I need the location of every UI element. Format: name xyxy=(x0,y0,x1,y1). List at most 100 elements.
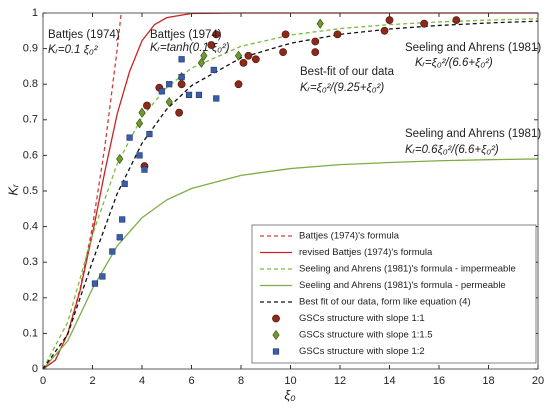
y-tick-label: 1 xyxy=(32,7,38,19)
marker-circle xyxy=(420,19,429,28)
x-tick-label: 18 xyxy=(482,375,494,387)
y-axis-label: Kᵣ xyxy=(5,184,20,196)
legend-label: Seeling and Ahrens (1981)'s formula - pe… xyxy=(299,280,506,291)
legend-entry: Seeling and Ahrens (1981)'s formula - im… xyxy=(260,264,516,275)
marker-square xyxy=(121,180,128,187)
marker-square xyxy=(213,95,220,102)
y-tick-label: 0.3 xyxy=(23,256,38,268)
marker-square xyxy=(195,91,203,98)
marker-circle xyxy=(311,48,320,57)
marker-circle xyxy=(175,108,184,117)
legend-entry: Best fit of our data, form like equation… xyxy=(260,297,471,308)
x-tick-label: 4 xyxy=(139,375,145,387)
annotation: Seeling and Ahrens (1981) xyxy=(405,42,541,54)
legend-label: GSCs structure with slope 1:2 xyxy=(299,346,425,357)
marker-square xyxy=(210,66,217,74)
legend-label: GSCs structure with slope 1:1.5 xyxy=(299,330,433,341)
x-tick-label: 14 xyxy=(383,375,395,387)
marker-circle xyxy=(452,16,461,25)
marker-circle xyxy=(311,37,320,46)
marker-circle xyxy=(385,16,394,25)
marker-circle xyxy=(380,26,389,35)
marker-diamond xyxy=(135,118,144,129)
annotation: Seeling and Ahrens (1981) xyxy=(405,128,541,140)
y-tick-label: 0.6 xyxy=(23,149,38,161)
annotation: Battjes (1974) xyxy=(150,29,222,41)
marker-circle xyxy=(279,48,287,57)
marker-diamond xyxy=(316,18,324,29)
marker-circle xyxy=(251,55,260,64)
y-tick-label: 0 xyxy=(32,363,38,375)
marker-square xyxy=(99,273,106,280)
x-axis-label: ξ₀ xyxy=(284,387,296,402)
x-tick-label: 8 xyxy=(238,375,244,387)
marker-circle xyxy=(143,101,151,110)
marker-square xyxy=(146,130,153,138)
marker-square xyxy=(126,134,133,141)
marker-circle xyxy=(239,58,248,67)
marker-square xyxy=(185,91,193,98)
marker-diamond xyxy=(138,107,146,118)
marker-circle xyxy=(333,30,342,39)
legend-entry: GSCs structure with slope 1:1.5 xyxy=(272,329,433,341)
marker-diamond xyxy=(272,329,280,341)
x-tick-label: 20 xyxy=(532,375,544,387)
marker-diamond xyxy=(234,50,243,61)
marker-square xyxy=(141,166,148,173)
marker-square xyxy=(109,248,116,255)
marker-circle xyxy=(234,80,243,89)
x-tick-label: 10 xyxy=(284,375,296,387)
y-tick-label: 0.4 xyxy=(23,221,38,233)
y-tick-label: 0.5 xyxy=(23,185,38,197)
legend-entry: Seeling and Ahrens (1981)'s formula - pe… xyxy=(260,280,506,291)
marker-square xyxy=(136,152,143,159)
legend-label: Best fit of our data, form like equation… xyxy=(299,297,471,308)
annotation: Kᵣ=0.1 ξ₀² xyxy=(48,44,99,56)
legend-label: GSCs structure with slope 1:1 xyxy=(299,313,425,324)
annotation: Best-fit of our data xyxy=(300,66,395,78)
marker-square xyxy=(158,88,165,95)
legend-label: Battjes (1974)'s formula xyxy=(299,231,400,242)
marker-square xyxy=(116,234,123,241)
legend-entry: GSCs structure with slope 1:1 xyxy=(272,313,425,324)
legend-entry: GSCs structure with slope 1:2 xyxy=(272,346,425,357)
y-tick-label: 0.2 xyxy=(23,292,38,304)
marker-square xyxy=(178,73,185,81)
marker-circle xyxy=(207,41,216,49)
legend-entry: revised Battjes (1974)'s formula xyxy=(260,247,433,258)
x-tick-label: 6 xyxy=(188,375,194,387)
annotation: Kᵣ=ξ₀²/(6.6+ξ₀²) xyxy=(415,57,493,69)
marker-circle xyxy=(272,314,280,323)
marker-circle xyxy=(244,51,253,60)
marker-circle xyxy=(281,30,290,39)
marker-square xyxy=(178,56,185,63)
y-tick-label: 0.1 xyxy=(23,327,38,339)
annotation: Battjes (1974) xyxy=(48,29,120,41)
x-tick-label: 12 xyxy=(334,375,346,387)
annotation: Kᵣ=ξ₀²/(9.25+ξ₀²) xyxy=(300,82,384,94)
marker-diamond xyxy=(197,57,205,68)
y-tick-label: 0.8 xyxy=(23,78,38,90)
line xyxy=(43,18,538,369)
x-tick-label: 0 xyxy=(40,375,46,387)
marker-diamond xyxy=(116,153,124,164)
y-tick-label: 0.7 xyxy=(23,114,38,126)
marker-diamond xyxy=(165,96,173,108)
legend-label: revised Battjes (1974)'s formula xyxy=(299,247,433,258)
marker-square xyxy=(119,216,126,223)
marker-square xyxy=(91,280,99,287)
axes-box xyxy=(42,12,539,370)
legend-label: Seeling and Ahrens (1981)'s formula - im… xyxy=(299,264,516,275)
y-tick-label: 0.9 xyxy=(23,43,38,55)
marker-circle xyxy=(212,30,221,39)
legend-entry: Battjes (1974)'s formula xyxy=(260,231,400,242)
marker-square xyxy=(166,81,173,88)
marker-diamond xyxy=(200,50,208,61)
x-tick-label: 2 xyxy=(89,375,95,387)
x-tick-label: 16 xyxy=(433,375,445,387)
annotation: Kᵣ=tanh(0.1 ξ₀²) xyxy=(150,42,230,54)
marker-square xyxy=(272,348,280,355)
legend-box xyxy=(251,224,537,364)
annotation: Kᵣ=0.6ξ₀²/(6.6+ξ₀²) xyxy=(405,144,499,156)
